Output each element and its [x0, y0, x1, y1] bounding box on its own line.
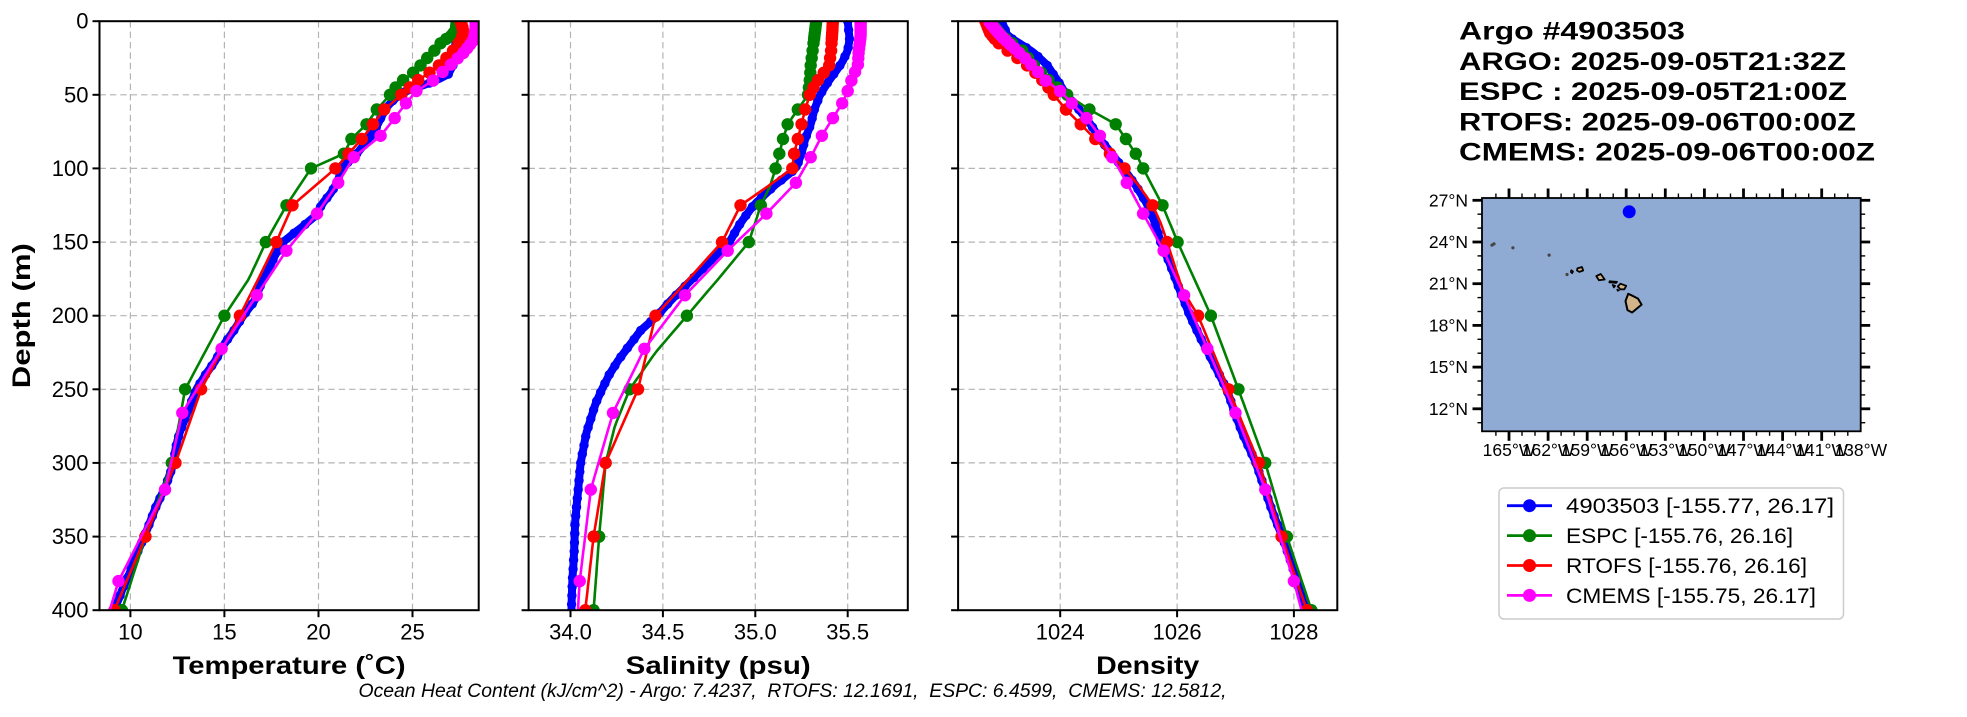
svg-text:153°W: 153°W — [1639, 440, 1692, 460]
svg-text:150°W: 150°W — [1678, 440, 1731, 460]
svg-text:156°W: 156°W — [1600, 440, 1653, 460]
svg-text:ARGO: 2025-09-05T21:32Z: ARGO: 2025-09-05T21:32Z — [1459, 48, 1846, 76]
svg-text:27°N: 27°N — [1429, 190, 1468, 210]
svg-text:0: 0 — [76, 9, 88, 34]
svg-text:10: 10 — [118, 620, 142, 645]
svg-text:15°N: 15°N — [1429, 357, 1468, 377]
svg-text:350: 350 — [52, 524, 89, 549]
svg-text:35.0: 35.0 — [734, 620, 777, 645]
svg-text:Salinity (psu): Salinity (psu) — [626, 652, 811, 680]
svg-text:25: 25 — [400, 620, 424, 645]
svg-text:Temperature (˚C): Temperature (˚C) — [173, 652, 406, 680]
svg-text:Density: Density — [1096, 652, 1199, 680]
svg-text:18°N: 18°N — [1429, 315, 1468, 335]
svg-text:15: 15 — [212, 620, 236, 645]
svg-text:ESPC : 2025-09-05T21:00Z: ESPC : 2025-09-05T21:00Z — [1459, 78, 1847, 106]
svg-text:141°W: 141°W — [1795, 440, 1848, 460]
svg-text:CMEMS [-155.75, 26.17]: CMEMS [-155.75, 26.17] — [1566, 584, 1816, 608]
svg-text:100: 100 — [52, 156, 89, 181]
svg-text:165°W: 165°W — [1483, 440, 1536, 460]
svg-text:150: 150 — [52, 230, 89, 255]
svg-text:21°N: 21°N — [1429, 274, 1468, 294]
svg-text:ESPC [-155.76, 26.16]: ESPC [-155.76, 26.16] — [1566, 524, 1793, 548]
svg-text:147°W: 147°W — [1717, 440, 1770, 460]
svg-text:35.5: 35.5 — [826, 620, 869, 645]
svg-text:144°W: 144°W — [1756, 440, 1809, 460]
svg-text:250: 250 — [52, 377, 89, 402]
svg-text:300: 300 — [52, 450, 89, 475]
svg-text:1024: 1024 — [1036, 620, 1085, 645]
svg-text:1028: 1028 — [1269, 620, 1318, 645]
svg-text:4903503 [-155.77, 26.17]: 4903503 [-155.77, 26.17] — [1566, 494, 1834, 518]
svg-text:RTOFS: 2025-09-06T00:00Z: RTOFS: 2025-09-06T00:00Z — [1459, 108, 1856, 136]
svg-text:34.5: 34.5 — [641, 620, 684, 645]
svg-text:162°W: 162°W — [1522, 440, 1575, 460]
svg-text:24°N: 24°N — [1429, 232, 1468, 252]
svg-text:RTOFS [-155.76, 26.16]: RTOFS [-155.76, 26.16] — [1566, 554, 1807, 578]
svg-text:200: 200 — [52, 303, 89, 328]
svg-text:20: 20 — [306, 620, 330, 645]
svg-text:50: 50 — [64, 82, 88, 107]
svg-text:138°W: 138°W — [1834, 440, 1887, 460]
svg-text:159°W: 159°W — [1561, 440, 1614, 460]
svg-text:400: 400 — [52, 598, 89, 623]
svg-text:Depth (m): Depth (m) — [8, 243, 36, 388]
svg-text:CMEMS: 2025-09-06T00:00Z: CMEMS: 2025-09-06T00:00Z — [1459, 139, 1875, 167]
svg-text:34.0: 34.0 — [549, 620, 592, 645]
svg-text:12°N: 12°N — [1429, 399, 1468, 419]
svg-text:Argo #4903503: Argo #4903503 — [1459, 18, 1685, 46]
svg-text:1026: 1026 — [1153, 620, 1202, 645]
svg-text:Ocean Heat Content (kJ/cm^2) -: Ocean Heat Content (kJ/cm^2) - Argo: 7.4… — [359, 680, 1227, 702]
